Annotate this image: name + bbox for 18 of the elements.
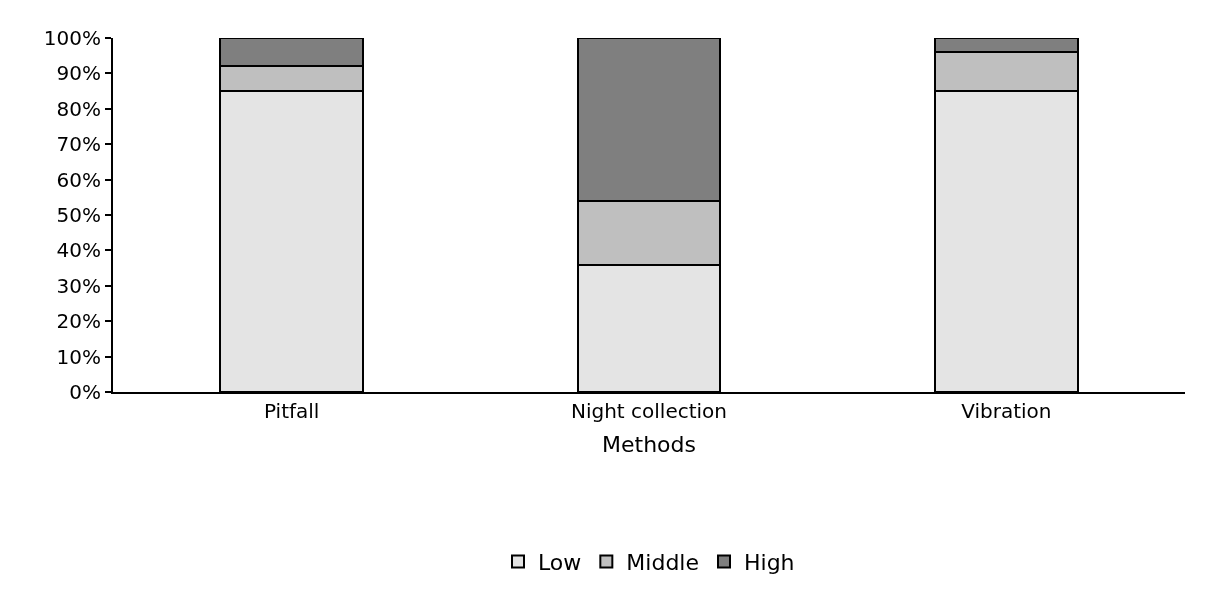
y-tick-label: 30% — [56, 273, 101, 298]
legend-label: Low — [538, 550, 582, 576]
x-tick-label: Pitfall — [263, 399, 320, 423]
y-tick-label: 80% — [56, 96, 101, 121]
y-tick-label: 60% — [56, 167, 101, 192]
y-tick-label: 20% — [56, 309, 101, 334]
x-tick-label: Night collection — [570, 399, 728, 423]
y-tick-label: 90% — [56, 61, 101, 86]
y-tick-label: 40% — [56, 238, 101, 263]
y-tick-label: 10% — [56, 344, 101, 369]
legend-label: High — [744, 550, 795, 576]
y-tick-label: 0% — [69, 380, 101, 404]
y-tick-label: 100% — [43, 26, 101, 50]
y-tick-label: 70% — [56, 132, 101, 157]
legend-label: Middle — [626, 550, 699, 576]
x-tick-label: Vibration — [961, 399, 1052, 423]
y-tick-label: 50% — [56, 203, 101, 227]
x-axis-title: Methods — [602, 432, 696, 458]
